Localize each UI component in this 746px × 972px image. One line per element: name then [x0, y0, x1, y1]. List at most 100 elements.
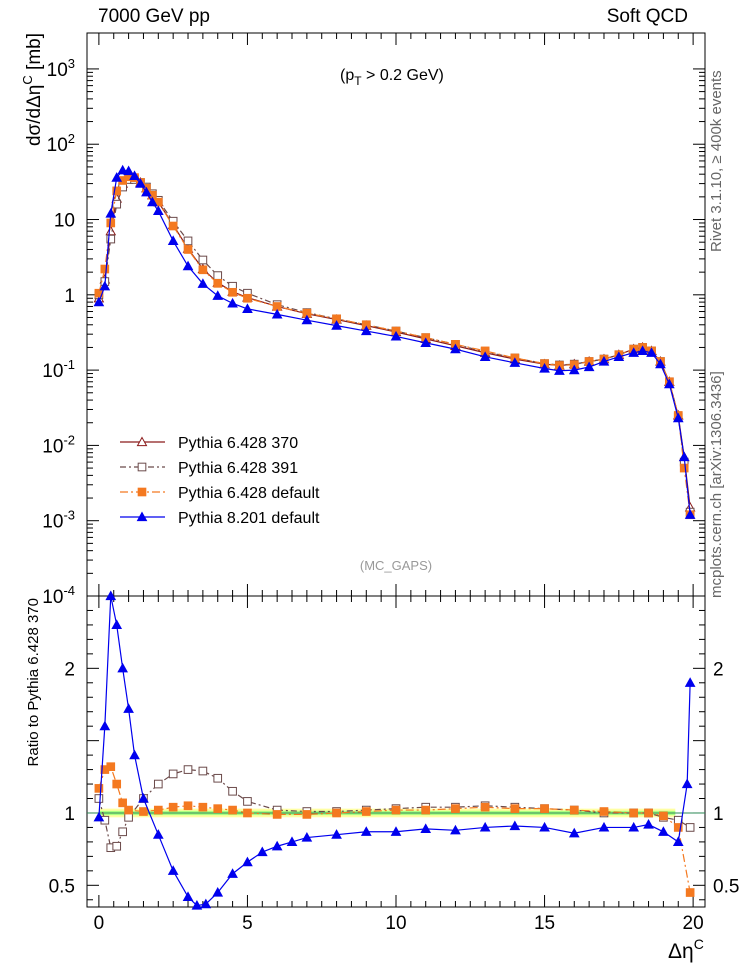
data-point [168, 802, 178, 812]
data-point [659, 811, 668, 821]
ratio-axes: 0 5 10 15 20 0.5 0.5 1 1 2 2 [49, 33, 739, 934]
data-point [672, 836, 684, 847]
y-tick-label: 10 [54, 211, 75, 232]
data-point [685, 823, 695, 832]
data-point [106, 762, 116, 772]
data-point [182, 891, 194, 901]
data-point [99, 720, 111, 731]
legend-entry-label: Pythia 6.428 370 [178, 435, 298, 452]
data-point [118, 798, 127, 808]
cut-annotation: (pT > 0.2 GeV) [340, 67, 444, 88]
data-point [242, 303, 253, 314]
data-point [450, 824, 461, 835]
data-point [420, 337, 432, 347]
data-point [94, 784, 104, 793]
data-point [138, 792, 149, 803]
data-point [152, 829, 164, 839]
series-line [98, 595, 691, 907]
ratio-y-tick-label: 0.5 [49, 876, 75, 897]
data-point [242, 856, 253, 867]
data-point [93, 811, 105, 822]
data-point [286, 836, 298, 847]
data-point [510, 804, 520, 813]
data-point [183, 245, 193, 254]
data-point [168, 221, 178, 231]
y-tick-label: 10-2 [42, 432, 75, 457]
data-point [136, 511, 148, 522]
data-point [123, 703, 134, 713]
data-point [197, 278, 209, 288]
data-point [451, 804, 460, 813]
data-point [479, 821, 491, 832]
data-point [569, 805, 579, 815]
data-point [227, 868, 238, 878]
header-left: 7000 GeV pp [98, 6, 210, 27]
header-right: Soft QCD [606, 6, 688, 27]
legend-entry-label: Pythia 8.201 default [178, 510, 320, 527]
x-tick-label: 20 [683, 913, 704, 934]
data-point [93, 296, 105, 307]
legend-entry-label: Pythia 6.428 391 [178, 460, 298, 477]
data-point [681, 778, 693, 789]
y-tick-label: 103 [47, 56, 75, 81]
data-point [673, 823, 683, 832]
data-point [117, 662, 129, 673]
data-point [302, 810, 312, 819]
data-point [271, 840, 283, 851]
y-tick-label: 1 [64, 286, 75, 307]
data-point [480, 802, 490, 812]
data-point [124, 812, 133, 822]
data-point [227, 297, 238, 308]
data-point [598, 821, 610, 832]
ratio-frame [86, 595, 706, 908]
data-point [213, 279, 223, 288]
data-point [167, 865, 179, 875]
data-point [644, 808, 653, 818]
data-point [540, 804, 549, 813]
data-point [191, 900, 203, 910]
y-tick-label: 102 [47, 131, 75, 156]
ratio-y-tick-label-right: 0.5 [713, 876, 739, 897]
data-point [212, 290, 224, 300]
data-point [598, 356, 610, 366]
rivet-label: Rivet 3.1.10, ≥ 400k events [708, 70, 725, 252]
data-point [198, 255, 208, 265]
data-point [111, 172, 123, 182]
data-point [390, 826, 402, 836]
data-point [272, 810, 282, 819]
data-point [213, 804, 223, 813]
data-point [583, 361, 595, 372]
data-point [629, 808, 639, 818]
data-point [420, 823, 432, 833]
data-point [391, 805, 401, 815]
data-point [137, 462, 147, 472]
x-tick-label: 15 [534, 913, 555, 934]
data-point [685, 888, 695, 897]
legend: Pythia 6.428 370 Pythia 6.428 391 Pythia 6… [120, 435, 320, 527]
data-point [123, 165, 134, 176]
data-point [361, 807, 371, 816]
data-point [99, 280, 111, 291]
data-point [684, 677, 696, 687]
data-point [135, 178, 146, 188]
data-point [118, 827, 127, 837]
data-point [213, 271, 223, 280]
data-point [141, 186, 152, 197]
data-point [678, 451, 690, 462]
top-axes: 10-4 10-3 10-2 10-1 1 10 102 103 [42, 32, 706, 608]
data-point [124, 805, 133, 815]
data-point [331, 320, 342, 330]
data-point [111, 619, 123, 630]
data-point [153, 779, 163, 789]
data-point [105, 590, 117, 601]
ratio-y-tick-label-right: 2 [713, 659, 724, 680]
data-point [129, 170, 140, 180]
data-point [117, 164, 129, 175]
data-point [243, 293, 252, 303]
data-point [684, 509, 696, 519]
data-point [646, 347, 657, 357]
data-point [509, 820, 521, 831]
data-point [301, 314, 313, 325]
y-tick-label: 10-3 [42, 508, 75, 533]
